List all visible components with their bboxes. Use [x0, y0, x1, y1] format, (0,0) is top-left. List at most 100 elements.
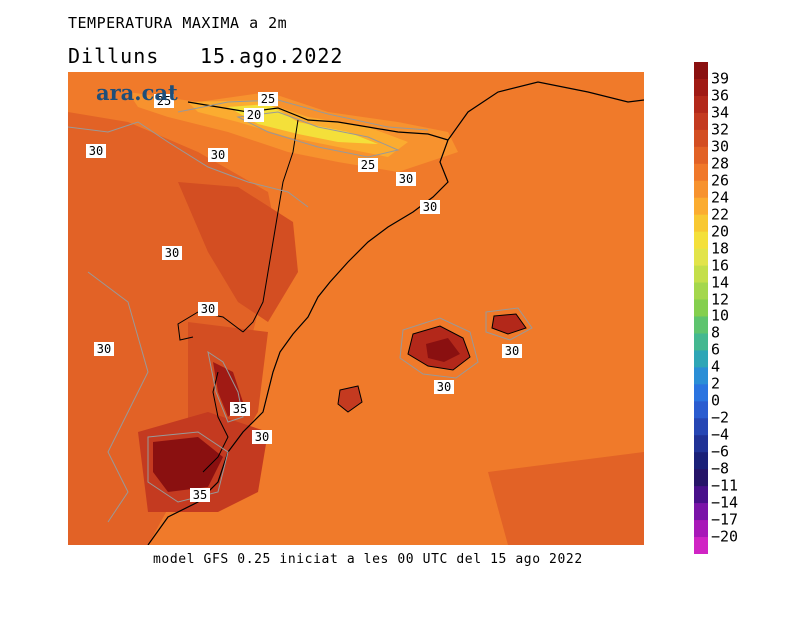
contour-label-text: 30: [423, 200, 437, 214]
border-valencia: [202, 371, 229, 473]
colorbar-segment: [694, 197, 708, 216]
contour-label: 30: [94, 342, 114, 356]
contour-label-text: 30: [165, 246, 179, 260]
contour-label: 30: [420, 200, 440, 214]
temp-field-39-hotspot: [153, 437, 223, 492]
colorbar-tick-label: −8: [711, 459, 730, 478]
colorbar-tick-label: 22: [711, 205, 730, 224]
colorbar-tick-label: 8: [711, 323, 721, 342]
colorbar-segment: [694, 299, 708, 318]
contour-label: 30: [502, 344, 522, 358]
colorbar-segment: [694, 520, 708, 538]
contour-label-text: 30: [399, 172, 413, 186]
contour-label-text: 30: [97, 342, 111, 356]
colorbar-segment: [694, 435, 708, 453]
contour-label-text: 35: [233, 402, 247, 416]
colorbar-segment: [694, 265, 708, 284]
colorbar-labels: 39 36 34 32 30 28 26 24 22 20 18 16 14 12 10 8 6 4 2 0 −2 −4−…: [711, 62, 791, 554]
temperature-map: 25 20 25 25 30 30 30 30: [68, 72, 644, 545]
coast-ibiza: [337, 385, 363, 413]
contour-label: 30: [396, 172, 416, 186]
colorbar-tick-label: 12: [711, 290, 730, 309]
isotherm-35-coast: [147, 431, 229, 503]
contour-label-text: 25: [261, 92, 275, 106]
isotherm-30-west: [87, 271, 149, 523]
contour-label-text: 25: [157, 94, 171, 108]
colorbar-tick-label: 16: [711, 256, 730, 275]
isotherm-30-mallorca: [399, 317, 479, 379]
colorbar-segment: [694, 384, 708, 402]
border-catalonia-aragon: [242, 119, 299, 333]
colorbar-tick-label: −2: [711, 408, 730, 427]
colorbar-segment: [694, 452, 708, 470]
isotherm-20: [236, 111, 400, 158]
colorbar-tick-label: 24: [711, 188, 730, 207]
temp-field-sea-southeast: [488, 452, 644, 545]
temperature-colorbar: [694, 62, 708, 555]
colorbar-segment: [694, 112, 708, 131]
colorbar-tick-label: 30: [711, 137, 730, 156]
colorbar-tick-label: 6: [711, 340, 721, 359]
colorbar-segment: [694, 78, 708, 97]
contour-label: 30: [208, 148, 228, 162]
map-canvas: 25 20 25 25 30 30 30 30: [68, 72, 644, 545]
coast-menorca: [491, 313, 527, 335]
colorbar-tick-label: 10: [711, 306, 730, 325]
colorbar-tick-label: 36: [711, 86, 730, 105]
contour-label-text: 30: [201, 302, 215, 316]
contour-label-text: 35: [193, 488, 207, 502]
colorbar-segment: [694, 401, 708, 419]
isotherm-30-north: [68, 121, 309, 208]
colorbar-segment: [694, 333, 708, 352]
colorbar-segment: [694, 282, 708, 301]
colorbar-tick-label: 4: [711, 357, 721, 376]
contour-label-text: 30: [89, 144, 103, 158]
colorbar-tick-label: −20: [711, 527, 739, 546]
colorbar-tick-label: −4: [711, 425, 730, 444]
contour-label-text: 30: [211, 148, 225, 162]
colorbar-segment: [694, 486, 708, 504]
border-france-spain: [187, 101, 449, 141]
colorbar-tick-label: −11: [711, 476, 739, 495]
colorbar-tick-label: −17: [711, 510, 739, 529]
colorbar-segment: [694, 503, 708, 521]
colorbar-segment: [694, 537, 708, 555]
temp-field-30-32-inland: [178, 182, 298, 322]
contour-label: 30: [198, 302, 218, 316]
colorbar-segment: [694, 350, 708, 368]
colorbar-segment: [694, 248, 708, 267]
colorbar-tick-label: 28: [711, 154, 730, 173]
colorbar-segment: [694, 95, 708, 114]
colorbar-tick-label: 34: [711, 103, 730, 122]
colorbar-tick-label: 26: [711, 171, 730, 190]
colorbar-segment: [694, 146, 708, 165]
colorbar-segment: [694, 180, 708, 199]
colorbar-segment: [694, 129, 708, 148]
contour-label-text: 30: [255, 430, 269, 444]
isotherm-30-menorca: [485, 307, 533, 341]
ara-cat-logo: ara.cat: [96, 80, 178, 105]
model-info-footer: model GFS 0.25 iniciat a les 00 UTC del …: [153, 552, 583, 567]
contour-label: 25: [358, 158, 378, 172]
colorbar-segment: [694, 231, 708, 250]
contour-label: 35: [230, 402, 250, 416]
isotherm-35-inland: [207, 350, 244, 423]
colorbar-tick-label: 0: [711, 391, 721, 410]
contour-label: 20: [244, 108, 264, 122]
contour-label-text: 30: [437, 380, 451, 394]
contour-label-text: 25: [361, 158, 375, 172]
island-menorca: [492, 314, 526, 334]
colorbar-tick-label: 2: [711, 374, 721, 393]
colorbar-tick-label: 20: [711, 222, 730, 241]
colorbar-segment: [694, 316, 708, 335]
colorbar-tick-label: 18: [711, 239, 730, 258]
colorbar-segment: [694, 418, 708, 436]
colorbar-tick-label: 39: [711, 69, 730, 88]
forecast-date: 15.ago.2022: [200, 44, 344, 68]
forecast-day: Dilluns: [68, 44, 160, 68]
colorbar-tick-label: 32: [711, 120, 730, 139]
colorbar-segment: [694, 469, 708, 487]
contour-label-text: 30: [505, 344, 519, 358]
contour-label: 35: [190, 488, 210, 502]
contour-label: 25: [154, 94, 174, 108]
